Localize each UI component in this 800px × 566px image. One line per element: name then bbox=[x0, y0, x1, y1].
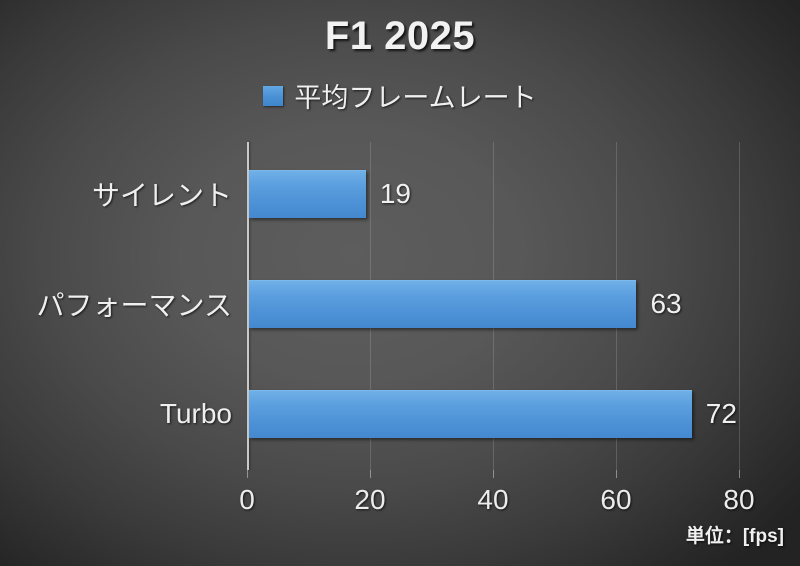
tick-mark-80 bbox=[739, 470, 740, 478]
x-tick-label-40: 40 bbox=[477, 484, 509, 515]
bar-turbo bbox=[249, 390, 692, 438]
bar-silent bbox=[249, 170, 366, 218]
bar-value-turbo: 72 bbox=[705, 398, 737, 429]
tick-mark-60 bbox=[616, 470, 617, 478]
tick-mark-20 bbox=[370, 470, 371, 478]
legend-label: 平均フレームレート bbox=[294, 83, 537, 113]
x-tick-label-80: 80 bbox=[723, 484, 755, 515]
unit-note: 単位：[fps] bbox=[685, 526, 784, 547]
category-label-performance: パフォーマンス bbox=[36, 290, 232, 321]
category-axis-labels: サイレント パフォーマンス Turbo bbox=[0, 142, 232, 470]
tick-mark-0 bbox=[247, 470, 248, 478]
y-axis-line bbox=[247, 142, 249, 470]
chart-title: F1 2025 bbox=[324, 14, 476, 58]
tick-mark-40 bbox=[493, 470, 494, 478]
category-label-silent: サイレント bbox=[91, 180, 232, 211]
legend-item-average-framerate: 平均フレームレート bbox=[263, 76, 537, 115]
x-tick-label-60: 60 bbox=[600, 484, 632, 515]
gridline-80 bbox=[739, 142, 740, 470]
chart-legend: 平均フレームレート bbox=[0, 76, 800, 115]
x-tick-label-0: 0 bbox=[239, 484, 255, 515]
bar-value-silent: 19 bbox=[379, 178, 411, 209]
bar-performance bbox=[249, 280, 637, 328]
plot-area: 0 20 40 60 80 19 63 72 bbox=[239, 142, 755, 515]
legend-swatch-icon bbox=[263, 85, 284, 106]
category-label-turbo: Turbo bbox=[159, 398, 232, 429]
bar-value-performance: 63 bbox=[650, 288, 682, 319]
x-tick-label-20: 20 bbox=[354, 484, 386, 515]
